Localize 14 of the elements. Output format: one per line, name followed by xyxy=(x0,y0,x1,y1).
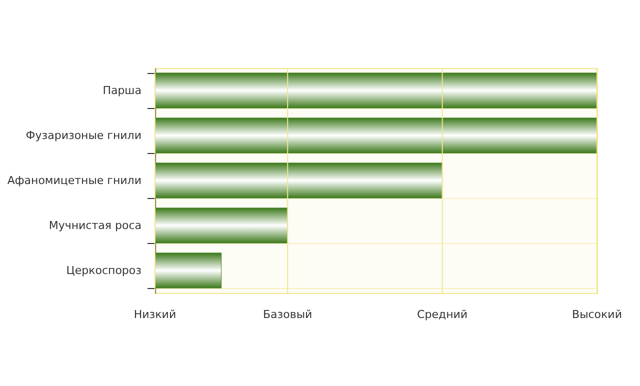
ref-line-label: Средний xyxy=(417,308,468,321)
bar xyxy=(154,118,598,154)
bar xyxy=(154,252,222,288)
bar xyxy=(154,72,598,108)
y-tick-label: Парша xyxy=(102,84,142,97)
y-tick-label: Церкоспороз xyxy=(66,264,142,277)
y-tick-label: Фузаризоные гнили xyxy=(26,129,142,142)
ref-line-label: Низкий xyxy=(134,308,176,321)
y-tick-label: Мучнистая роса xyxy=(48,219,142,232)
y-tick-label: Афаномицетные гнили xyxy=(7,174,142,187)
bar xyxy=(154,208,288,244)
bar xyxy=(154,162,443,198)
ref-line-label: Высокий xyxy=(572,308,622,321)
ref-line-label: Базовый xyxy=(263,308,312,321)
